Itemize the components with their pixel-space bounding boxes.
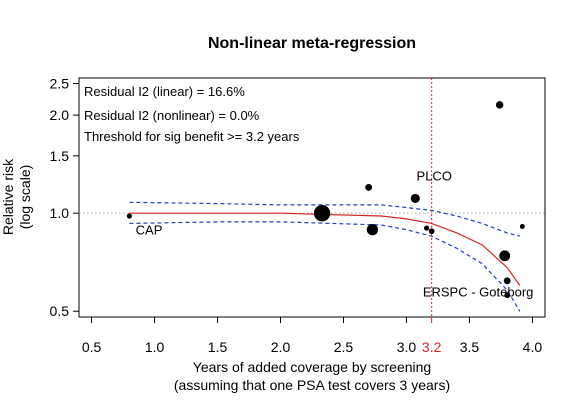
point-label-2: ERSPC - Goteborg [423, 284, 534, 299]
data-point-3 [366, 223, 379, 236]
data-point-11 [519, 224, 525, 229]
ci-lower-line [129, 221, 521, 312]
y-tick-label-2: 1.5 [50, 148, 70, 164]
y-axis-label-line1: Relative risk [0, 158, 16, 235]
data-point-2 [365, 183, 373, 191]
x-tick-label-1: 1.0 [145, 339, 165, 355]
data-point-9 [503, 277, 511, 285]
data-point-7 [495, 101, 504, 109]
x-tick-label-2: 1.5 [208, 339, 228, 355]
annotation-block: Residual I2 (linear) = 16.6% Residual I2… [84, 84, 300, 144]
x-axis-label-line2: (assuming that one PSA test covers 3 yea… [174, 377, 450, 393]
point-label-1: PLCO [417, 168, 452, 183]
data-point-8 [499, 250, 511, 262]
y-tick-label-1: 1.0 [50, 205, 70, 221]
data-point-0 [126, 213, 132, 219]
data-point-6 [428, 228, 435, 235]
y-axis-label-line2: (log scale) [17, 165, 33, 230]
data-point-1 [313, 204, 331, 222]
x-tick-label-3: 2.0 [271, 339, 291, 355]
x-tick-label-5: 3.0 [397, 339, 417, 355]
chart-title: Non-linear meta-regression [208, 35, 416, 52]
annotation-residual-linear: Residual I2 (linear) = 16.6% [84, 84, 245, 99]
x-axis-label-line1: Years of added coverage by screening [193, 359, 431, 375]
y-tick-label-0: 0.5 [50, 303, 70, 319]
x-tick-label-0: 0.5 [82, 339, 102, 355]
x-tick-label-6: 3.5 [460, 339, 480, 355]
x-tick-label-threshold: 3.2 [422, 339, 442, 355]
fit-line [129, 212, 521, 286]
y-tick-label-4: 2.5 [50, 76, 70, 92]
y-tick-label-3: 2.0 [50, 107, 70, 123]
annotation-threshold: Threshold for sig benefit >= 3.2 years [84, 129, 300, 144]
annotation-residual-nonlinear: Residual I2 (nonlinear) = 0.0% [84, 108, 260, 123]
data-point-4 [410, 193, 420, 203]
data-point-10 [504, 292, 511, 299]
data-point-5 [424, 225, 430, 231]
x-tick-label-7: 4.0 [523, 339, 543, 355]
point-label-0: CAP [136, 223, 163, 238]
x-tick-label-4: 2.5 [334, 339, 354, 355]
